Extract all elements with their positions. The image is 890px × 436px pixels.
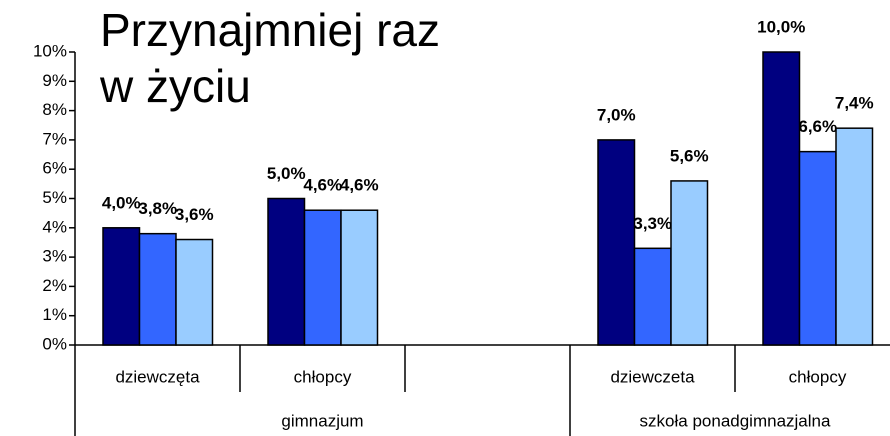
x-tick-label: chłopcy	[294, 367, 352, 386]
bar	[670, 180, 709, 346]
y-tick-label: 6%	[42, 159, 67, 178]
bar	[267, 197, 306, 346]
bar	[102, 227, 141, 346]
value-label: 3,3%	[633, 214, 672, 233]
group-label: gimnazjum	[281, 411, 363, 430]
bar	[138, 232, 177, 346]
bar	[597, 139, 636, 346]
x-tick-label: chłopcy	[789, 367, 847, 386]
y-tick-label: 8%	[42, 100, 67, 119]
x-tick-label: dziewczeta	[610, 367, 695, 386]
y-tick-label: 1%	[42, 305, 67, 324]
y-tick-label: 4%	[42, 217, 67, 236]
y-tick-label: 5%	[42, 188, 67, 207]
value-label: 5,0%	[267, 164, 306, 183]
value-label: 6,6%	[798, 117, 837, 136]
value-label: 4,6%	[340, 176, 379, 195]
y-tick-label: 10%	[33, 41, 67, 60]
chart-title: w życiu	[99, 60, 251, 112]
value-label: 4,0%	[102, 193, 141, 212]
y-tick-label: 3%	[42, 247, 67, 266]
bar	[762, 51, 801, 346]
bar	[835, 127, 874, 346]
bar	[340, 209, 379, 346]
group-label: szkoła ponadgimnazjalna	[640, 411, 831, 430]
y-tick-label: 0%	[42, 334, 67, 353]
value-label: 4,6%	[303, 176, 342, 195]
y-tick-label: 9%	[42, 71, 67, 90]
bar	[303, 209, 342, 346]
y-tick-label: 7%	[42, 129, 67, 148]
value-label: 10,0%	[757, 17, 805, 36]
value-label: 3,6%	[175, 205, 214, 224]
bar	[798, 150, 837, 346]
bar	[633, 247, 672, 346]
value-label: 7,0%	[597, 105, 636, 124]
y-tick-label: 2%	[42, 276, 67, 295]
chart-title: Przynajmniej raz	[100, 4, 440, 56]
value-label: 3,8%	[138, 199, 177, 218]
value-label: 5,6%	[670, 146, 709, 165]
bar	[175, 238, 214, 346]
value-label: 7,4%	[835, 94, 874, 113]
x-tick-label: dziewczęta	[115, 367, 200, 386]
